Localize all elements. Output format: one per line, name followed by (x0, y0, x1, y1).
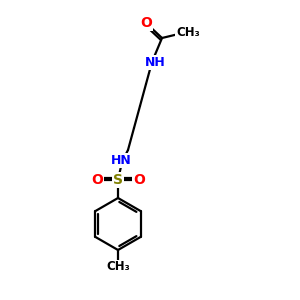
Text: O: O (133, 173, 145, 187)
Text: O: O (91, 173, 103, 187)
Text: S: S (113, 173, 123, 187)
Text: O: O (140, 16, 152, 30)
Text: HN: HN (111, 154, 131, 166)
Text: CH₃: CH₃ (176, 26, 200, 38)
Text: NH: NH (145, 56, 165, 68)
Text: CH₃: CH₃ (106, 260, 130, 274)
